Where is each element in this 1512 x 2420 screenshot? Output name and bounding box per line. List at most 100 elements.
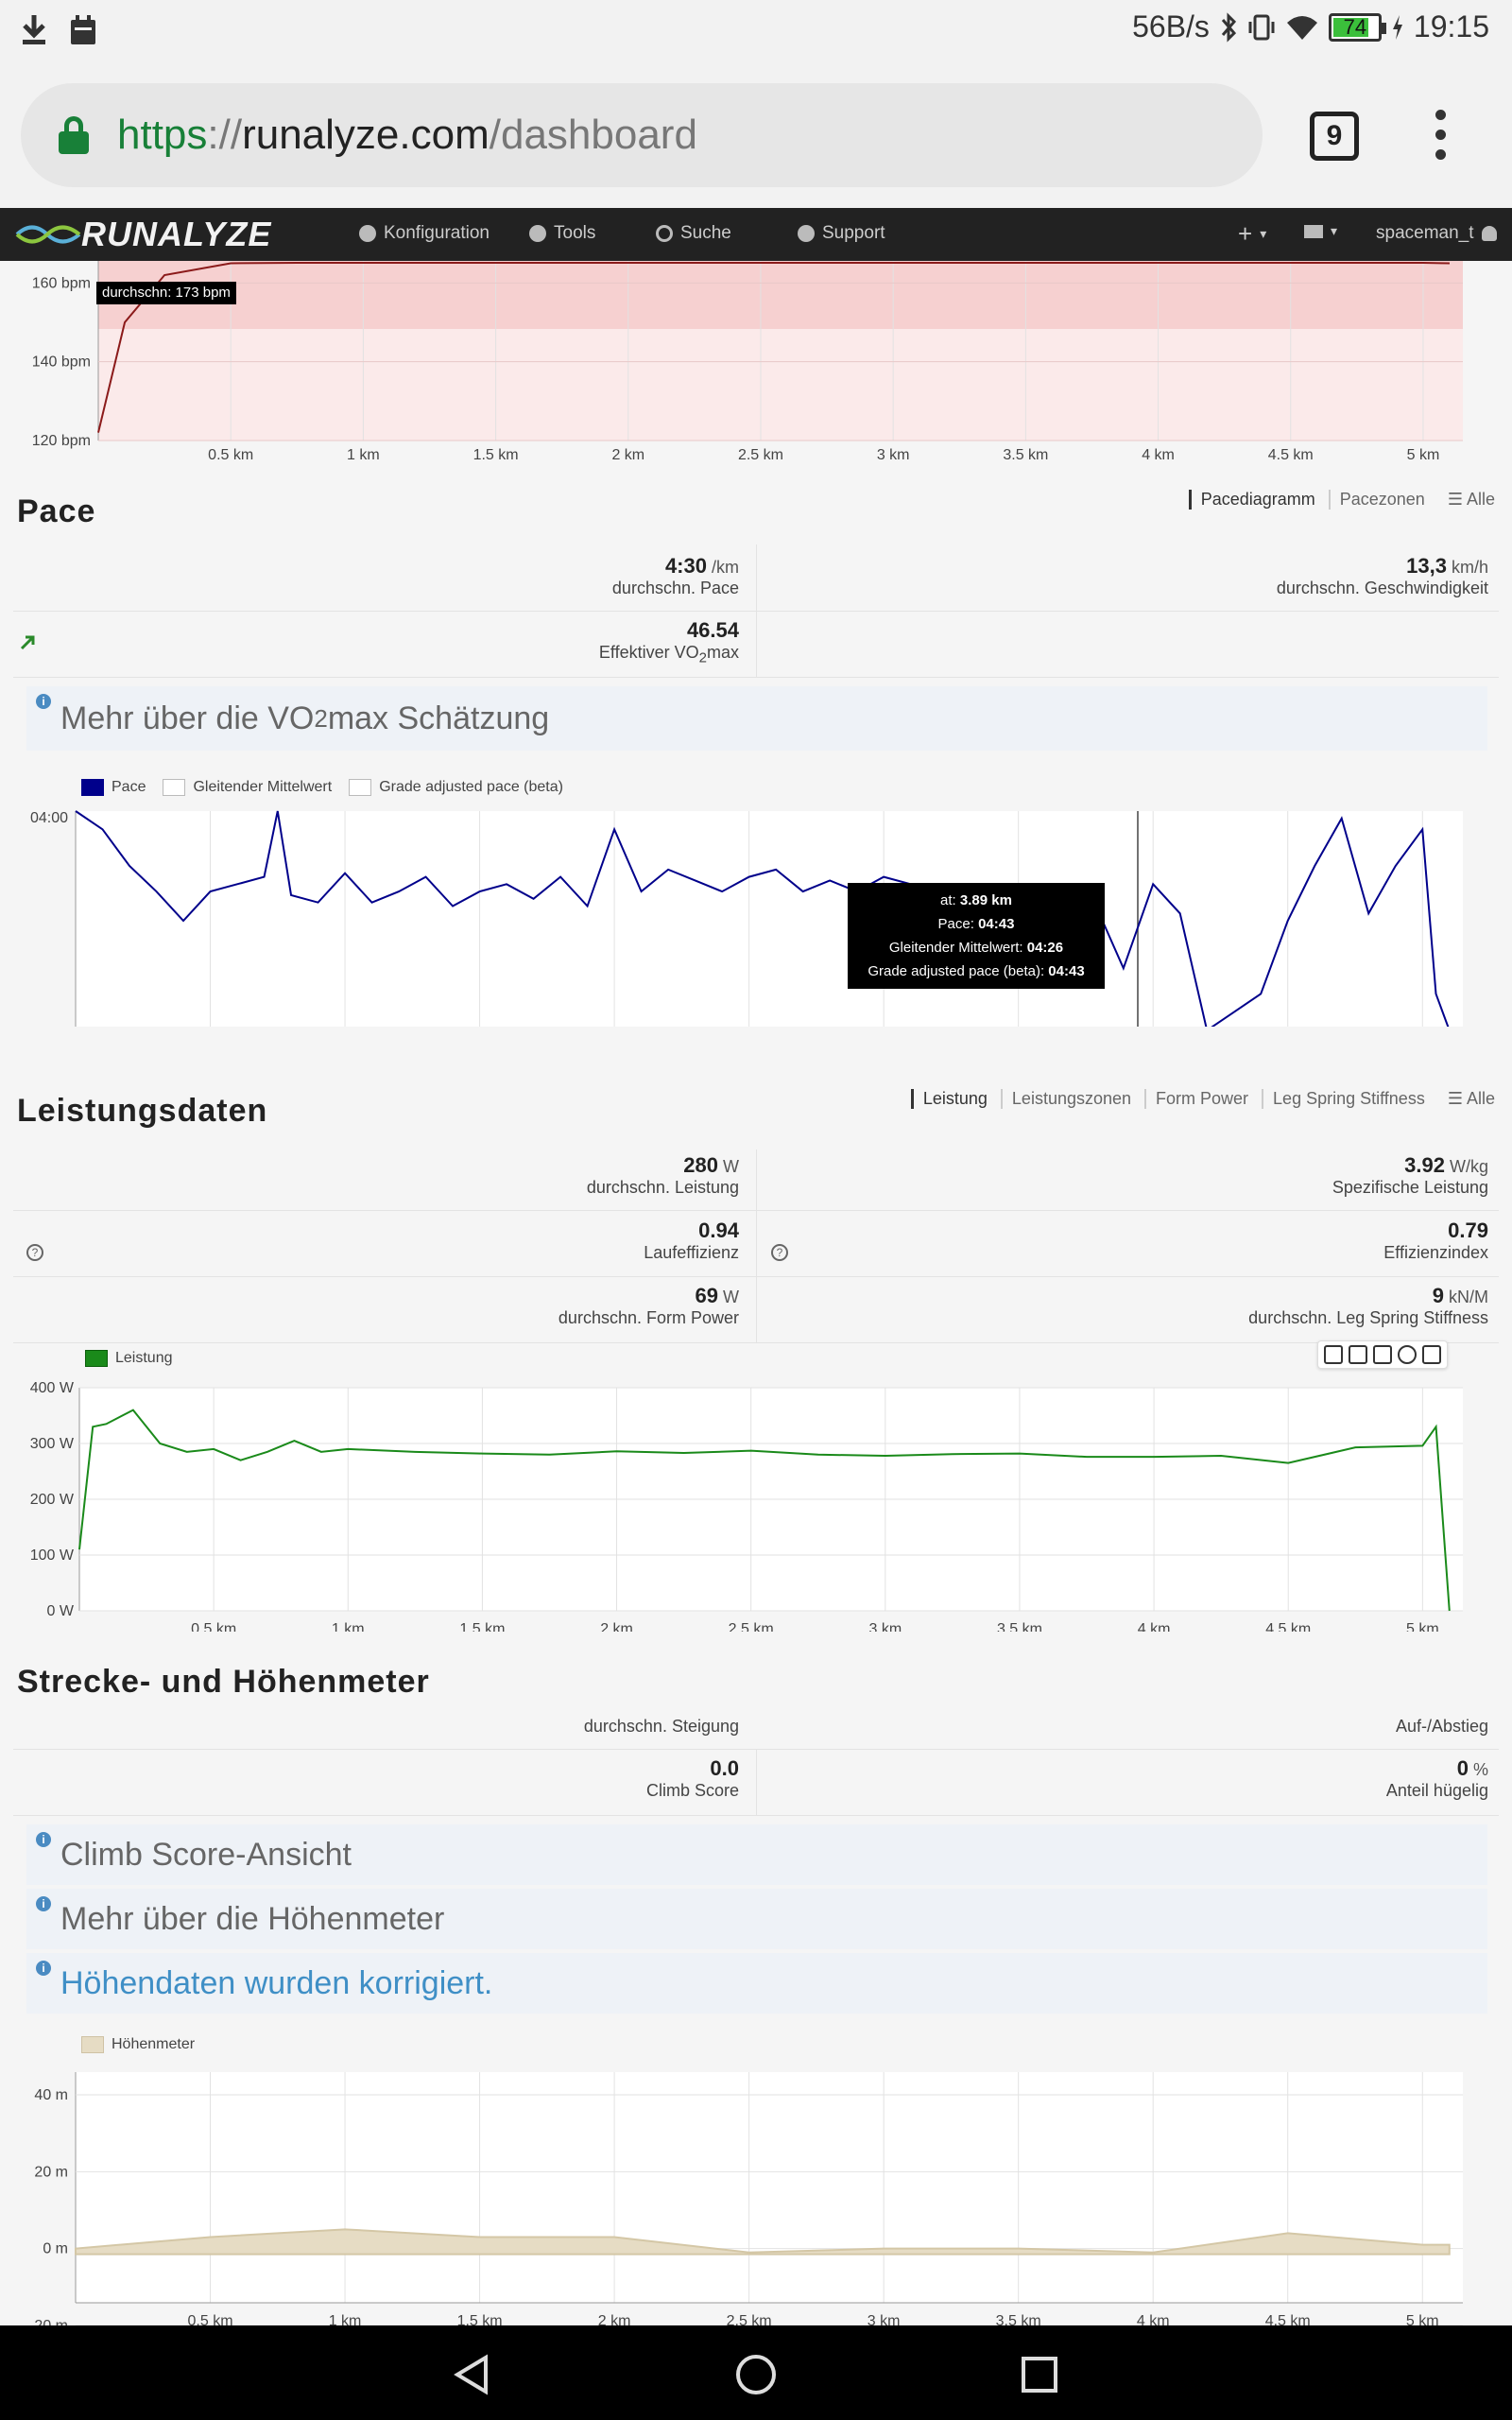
android-nav-bar: [0, 2325, 1512, 2420]
recents-icon[interactable]: [1021, 2356, 1058, 2394]
elevation-chart: 40 m 20 m 0 m -20 m 0.5 km 1 km 1.5 km 2 km 2.5…: [29, 2072, 1463, 2325]
address-bar[interactable]: https://runalyze.com/dashboard: [21, 83, 1263, 187]
x-tick-label: 4 km: [1137, 2313, 1170, 2325]
dashboard-content: 160 bpm 140 bpm 120 bpm 0.5 km 1 km 1.5 km 2 …: [0, 261, 1512, 2325]
android-status-bar: 56B/s 74 19:15: [0, 0, 1512, 64]
power-section-title: Leistungsdaten: [17, 1093, 268, 1129]
back-icon[interactable]: [452, 2354, 490, 2395]
tab-leg-spring-stiffness[interactable]: Leg Spring Stiffness: [1262, 1089, 1425, 1109]
tab-alle[interactable]: ☰ Alle: [1438, 490, 1495, 510]
x-tick-label: 4 km: [1138, 1621, 1171, 1632]
chevron-down-icon: ▾: [1260, 226, 1267, 241]
data-view-icon[interactable]: [1373, 1345, 1392, 1364]
legend-item-moving-average[interactable]: Gleitender Mittelwert: [163, 779, 332, 796]
legend-item-leistung[interactable]: Leistung: [85, 1350, 173, 1367]
hilly-share: 0 % Anteil hügelig: [1386, 1756, 1488, 1801]
pace-legend: Pace Gleitender Mittelwert Grade adjuste…: [81, 779, 563, 796]
form-power-value: 69: [695, 1284, 718, 1307]
specific-power-label: Spezifische Leistung: [1332, 1178, 1488, 1197]
elevation-info-link[interactable]: i Mehr über die Höhenmeter: [26, 1889, 1487, 1949]
url-scheme: https: [117, 112, 208, 158]
charging-icon: [1392, 14, 1402, 40]
tab-pacediagramm[interactable]: Pacediagramm: [1188, 490, 1315, 510]
pace-section-title: Pace: [17, 493, 96, 529]
nav-configuration[interactable]: Konfiguration: [359, 223, 490, 244]
tab-form-power[interactable]: Form Power: [1144, 1089, 1248, 1109]
hilly-unit: %: [1472, 1760, 1488, 1779]
tab-switcher-button[interactable]: 9: [1310, 112, 1359, 161]
nav-label: Suche: [680, 223, 731, 243]
legend-item-pace[interactable]: Pace: [81, 779, 146, 796]
legend-item-hoehenmeter[interactable]: Höhenmeter: [81, 2036, 195, 2053]
tab-leistungszonen[interactable]: Leistungszonen: [1000, 1089, 1131, 1109]
elevation-corrected-notice[interactable]: i Höhendaten wurden korrigiert.: [26, 1953, 1487, 2014]
y-tick-label: 300 W: [30, 1436, 75, 1452]
info-icon: i: [36, 1896, 51, 1911]
x-tick-label: 2.5 km: [738, 447, 783, 463]
browser-menu-icon[interactable]: [1429, 110, 1452, 166]
vo2max-label: Effektiver VO: [598, 643, 699, 662]
logo-icon: [15, 225, 81, 244]
crosshair-icon[interactable]: [1398, 1345, 1417, 1364]
tooltip-ma-label: Gleitender Mittelwert:: [888, 940, 1023, 956]
y-tick-label: 40 m: [34, 2087, 68, 2103]
nav-label: Support: [822, 223, 885, 243]
x-tick-label: 1 km: [332, 1621, 365, 1632]
chart-toolbar: [1317, 1340, 1448, 1369]
tab-label: Alle: [1466, 490, 1495, 509]
power-legend: Leistung: [85, 1350, 173, 1367]
pace-panel-menu: Pacediagramm Pacezonen ☰ Alle: [1188, 490, 1495, 510]
legend-swatch: [349, 779, 372, 796]
messages-menu-button[interactable]: ▾: [1304, 223, 1337, 239]
save-icon[interactable]: [1349, 1345, 1367, 1364]
user-menu[interactable]: spaceman_t: [1376, 223, 1497, 244]
x-tick-label: 2.5 km: [729, 1621, 774, 1632]
vo2max-info-link[interactable]: i Mehr über die VO 2 max Schätzung: [26, 686, 1487, 751]
nav-search[interactable]: Suche: [656, 223, 731, 244]
lock-icon: [59, 116, 89, 154]
efficiency-value: 0.94: [698, 1219, 739, 1242]
tab-label: Alle: [1466, 1089, 1495, 1108]
x-tick-label: 3 km: [868, 1621, 902, 1632]
y-tick-label: -20 m: [29, 2318, 68, 2325]
power-series-line: [78, 1409, 1451, 1612]
help-icon[interactable]: ?: [771, 1244, 788, 1261]
fullscreen-icon[interactable]: [1324, 1345, 1343, 1364]
runalyze-logo[interactable]: RUNALYZE: [15, 215, 272, 253]
logo-text: RUNALYZE: [81, 215, 272, 253]
legend-swatch: [81, 2036, 104, 2053]
nav-tools[interactable]: Tools: [529, 223, 595, 244]
help-icon[interactable]: ?: [26, 1244, 43, 1261]
hr-average-tooltip: durchschn: 173 bpm: [96, 282, 236, 304]
info-text: Mehr über die Höhenmeter: [60, 1900, 445, 1937]
y-tick-label: 20 m: [34, 2164, 68, 2180]
y-tick-label: 120 bpm: [32, 433, 91, 449]
add-menu-button[interactable]: + ▾: [1238, 219, 1266, 249]
wifi-icon: [1286, 15, 1317, 40]
ascent-descent: Auf-/Abstieg: [1396, 1717, 1488, 1737]
legend-item-grade-adjusted[interactable]: Grade adjusted pace (beta): [349, 779, 563, 796]
climb-score-view-link[interactable]: i Climb Score-Ansicht: [26, 1824, 1487, 1885]
x-tick-label: 3.5 km: [1003, 447, 1048, 463]
avg-speed: 13,3 km/h durchschn. Geschwindigkeit: [1277, 554, 1488, 598]
lss-unit: kN/M: [1449, 1288, 1488, 1306]
x-tick-label: 5 km: [1406, 1621, 1439, 1632]
question-icon: [798, 225, 815, 242]
info-text: Climb Score-Ansicht: [60, 1836, 352, 1873]
avg-grade-label: durchschn. Steigung: [583, 1717, 739, 1736]
nav-support[interactable]: Support: [798, 223, 885, 244]
crop-icon[interactable]: [1422, 1345, 1441, 1364]
x-tick-label: 2 km: [598, 2313, 631, 2325]
hilly-label: Anteil hügelig: [1385, 1781, 1488, 1800]
avg-power-label: durchschn. Leistung: [586, 1178, 739, 1197]
y-tick-label: 0 m: [43, 2241, 68, 2257]
legend-label: Gleitender Mittelwert: [193, 779, 333, 796]
tab-pacezonen[interactable]: Pacezonen: [1328, 490, 1425, 510]
tab-leistung[interactable]: Leistung: [910, 1089, 988, 1109]
x-tick-label: 0.5 km: [188, 2313, 233, 2325]
tab-alle[interactable]: ☰ Alle: [1438, 1089, 1495, 1109]
nav-label: Konfiguration: [384, 223, 490, 243]
avg-pace-value: 4:30: [664, 554, 707, 578]
trend-arrow-icon[interactable]: [19, 633, 38, 652]
home-icon[interactable]: [735, 2354, 777, 2395]
